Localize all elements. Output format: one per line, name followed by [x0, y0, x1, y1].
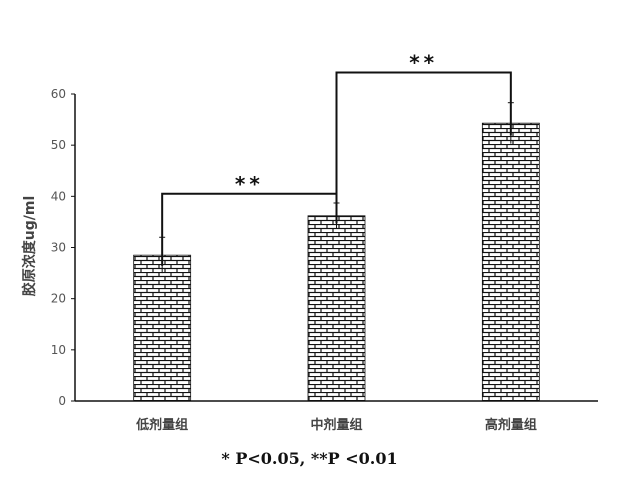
- bar: [133, 254, 192, 402]
- x-axis: 低剂量组 中剂量组 高剂量组: [75, 400, 598, 433]
- significance-brackets: ** **: [161, 51, 512, 266]
- x-tick-label: 高剂量组: [485, 417, 537, 433]
- x-tick-label: 中剂量组: [310, 417, 362, 433]
- bars-group: [133, 122, 540, 402]
- y-tick-label: 40: [51, 189, 66, 203]
- y-tick-label: 60: [51, 87, 66, 101]
- y-tick-label: 30: [51, 241, 66, 255]
- y-axis: 0 10 20 30 40 50 60: [51, 87, 76, 408]
- x-tick-label: 低剂量组: [135, 417, 188, 433]
- y-tick-label: 20: [51, 292, 66, 306]
- bar: [307, 215, 366, 402]
- significance-label: **: [409, 51, 438, 75]
- significance-footnote: * P<0.05, **P <0.01: [221, 449, 398, 468]
- significance-bracket: [335, 71, 512, 224]
- significance-label: **: [235, 172, 264, 196]
- y-tick-label: 0: [58, 394, 66, 408]
- y-tick-label: 10: [51, 343, 66, 357]
- bar: [481, 122, 540, 402]
- y-axis-label: 胶原浓度ug/ml: [21, 196, 38, 297]
- y-tick-label: 50: [51, 138, 66, 152]
